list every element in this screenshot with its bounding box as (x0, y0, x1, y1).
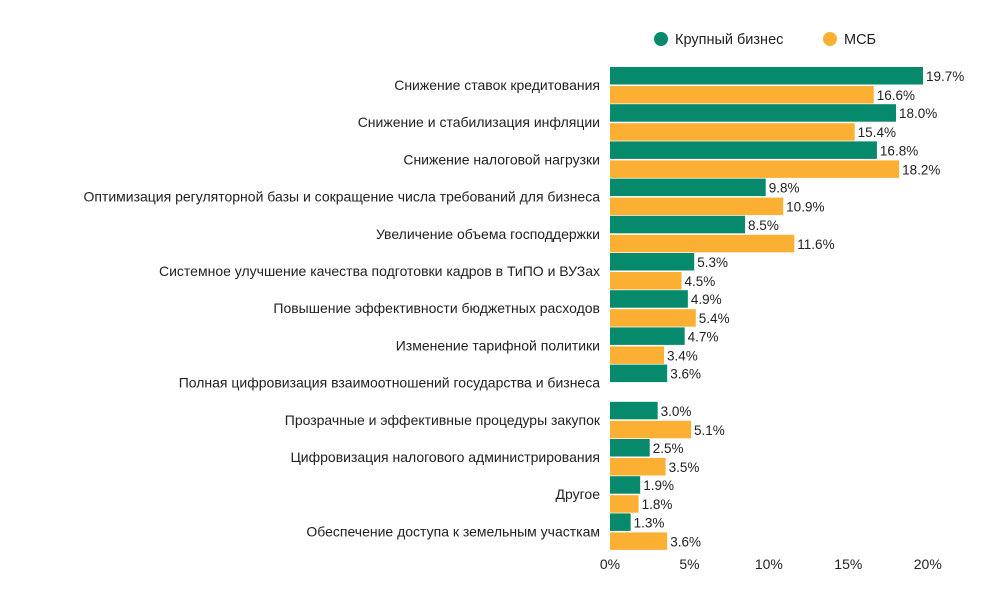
data-label: 5.3% (697, 255, 728, 270)
data-label: 1.8% (642, 497, 673, 512)
bar-sme (610, 309, 696, 327)
data-label: 5.4% (699, 311, 730, 326)
data-label: 18.0% (899, 106, 937, 121)
bar-sme (610, 458, 666, 476)
bar-large-business (610, 141, 877, 159)
bar-sme (610, 197, 784, 216)
category-label: Оптимизация регуляторной базы и сокращен… (83, 189, 600, 205)
category-label: Повышение эффективности бюджетных расход… (273, 300, 600, 316)
bar-sme (610, 160, 900, 178)
bar-large-business (610, 67, 923, 85)
legend-marker-large (654, 32, 668, 46)
legend: Крупный бизнес МСБ (654, 32, 876, 48)
bar-large-business (610, 439, 650, 457)
data-label: 4.5% (684, 274, 715, 289)
category-label: Увеличение объема господдержки (376, 226, 600, 242)
x-tick-label: 15% (834, 556, 862, 572)
bar-large-business (610, 513, 631, 531)
data-label: 1.3% (634, 515, 665, 530)
bar-sme (610, 532, 668, 550)
bar-large-business (610, 290, 688, 308)
legend-marker-sme (823, 32, 837, 46)
category-label: Полная цифровизация взаимоотношений госу… (179, 375, 601, 391)
bar-sme (610, 420, 692, 439)
bar-sme (610, 234, 795, 253)
bar-sme (610, 495, 639, 513)
data-label: 3.0% (661, 404, 692, 419)
bar-sme (610, 86, 874, 104)
category-label: Снижение ставок кредитования (394, 77, 600, 93)
data-label: 3.4% (667, 348, 698, 363)
data-label: 3.6% (670, 367, 701, 382)
data-label: 2.5% (653, 441, 684, 456)
data-label: 8.5% (748, 218, 779, 233)
category-label: Цифровизация налогового администрировани… (290, 449, 600, 465)
data-label: 1.9% (643, 478, 674, 493)
data-label: 4.7% (688, 329, 719, 344)
data-label: 15.4% (858, 125, 896, 140)
bar-large-business (610, 401, 658, 420)
bar-sme (610, 272, 682, 290)
x-tick-label: 0% (600, 556, 620, 572)
bar-large-business (610, 215, 746, 234)
data-label: 19.7% (926, 69, 964, 84)
bar-sme (610, 123, 855, 141)
bar-large-business (610, 253, 695, 271)
category-label: Изменение тарифной политики (396, 337, 600, 353)
x-tick-label: 20% (914, 556, 942, 572)
category-label: Обеспечение доступа к земельным участкам (306, 523, 600, 539)
data-label: 4.9% (691, 292, 722, 307)
x-tick-label: 10% (755, 556, 783, 572)
category-label: Системное улучшение качества подготовки … (159, 263, 600, 279)
category-label: Другое (556, 486, 601, 502)
legend-label-large: Крупный бизнес (675, 32, 783, 48)
data-label: 10.9% (786, 200, 824, 215)
data-label: 5.1% (694, 423, 725, 438)
data-label: 16.6% (877, 88, 915, 103)
bar-large-business (610, 104, 896, 122)
bar-sme (610, 346, 665, 364)
bar-large-business (610, 178, 766, 197)
legend-label-sme: МСБ (844, 32, 876, 48)
data-label: 3.6% (670, 534, 701, 549)
x-tick-label: 5% (679, 556, 699, 572)
category-label: Снижение и стабилизация инфляции (358, 114, 600, 130)
data-label: 9.8% (769, 181, 800, 196)
data-label: 16.8% (880, 143, 918, 158)
bar-large-business (610, 327, 685, 345)
bar-large-business (610, 364, 668, 383)
category-label: Прозрачные и эффективные процедуры закуп… (285, 412, 601, 428)
category-label: Снижение налоговой нагрузки (403, 151, 600, 167)
data-label: 18.2% (902, 162, 940, 177)
data-label: 11.6% (797, 237, 834, 252)
data-label: 3.5% (669, 460, 700, 475)
bar-large-business (610, 476, 641, 494)
